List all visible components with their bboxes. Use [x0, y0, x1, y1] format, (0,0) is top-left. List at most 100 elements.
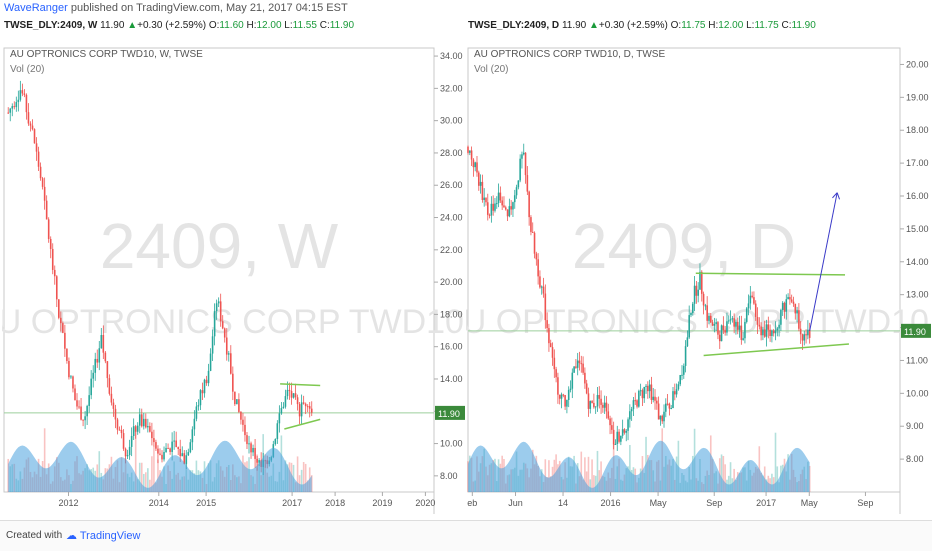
candle-body	[169, 448, 171, 452]
candle-body	[70, 376, 72, 378]
candle-body	[611, 425, 613, 430]
candle-body	[195, 406, 198, 419]
candle-body	[142, 418, 145, 427]
candle-body	[284, 396, 287, 407]
y-tick-label: 28.00	[440, 148, 463, 158]
candle-body	[612, 429, 615, 445]
y-tick-label: 16.00	[440, 342, 463, 352]
weekly-chart-panel[interactable]: 2409, W AU OPTRONICS CORP TWD10 AU OPTRONI…	[2, 38, 466, 516]
candle-body	[112, 402, 115, 409]
candle-body	[699, 271, 701, 290]
candle-body	[575, 366, 577, 368]
candle-body	[780, 309, 782, 325]
candle-body	[605, 402, 608, 412]
candle-body	[110, 393, 113, 403]
candle-body	[661, 415, 664, 422]
candle-body	[726, 321, 728, 333]
y-tick-label: 15.00	[906, 224, 929, 234]
left-ohlc-header: TWSE_DLY:2409, W 11.90 ▲+0.30 (+2.59%) O…	[4, 20, 355, 31]
candle-body	[292, 393, 295, 398]
candle-body	[248, 443, 250, 445]
volume-bar	[729, 462, 732, 492]
candle-body	[632, 400, 635, 410]
candle-body	[751, 295, 753, 298]
candle-body	[126, 455, 129, 457]
candle-body	[132, 426, 135, 436]
candle-body	[62, 323, 64, 333]
volume-bar	[593, 475, 595, 492]
candle-body	[675, 389, 678, 395]
candle-body	[128, 446, 131, 456]
candle-body	[638, 390, 640, 407]
right-symbol[interactable]: TWSE_DLY:2409, D	[468, 20, 560, 31]
volume-bar	[591, 459, 593, 492]
candle-body	[515, 187, 518, 196]
y-tick-label: 30.00	[440, 116, 463, 126]
candle-body	[503, 205, 505, 208]
candle-body	[682, 365, 685, 375]
candle-body	[589, 401, 592, 409]
candle-body	[136, 425, 139, 432]
candle-body	[621, 429, 624, 436]
candle-body	[715, 322, 717, 325]
candle-body	[106, 361, 109, 379]
volume-bar	[585, 471, 588, 492]
volume-bar	[720, 454, 723, 492]
candle-body	[792, 301, 795, 304]
candle-body	[526, 175, 529, 192]
candle-body	[104, 352, 107, 362]
candle-body	[711, 322, 714, 326]
candle-body	[522, 152, 525, 155]
footer-bar: Created with ☁ TradingView	[0, 520, 932, 551]
up-arrow-icon: ▲	[589, 20, 599, 31]
candle-body	[807, 329, 809, 336]
candle-body	[571, 372, 574, 389]
candle-body	[668, 403, 671, 409]
candle-body	[155, 442, 157, 449]
candle-body	[641, 390, 644, 399]
candle-body	[138, 414, 141, 426]
candle-body	[677, 384, 680, 390]
daily-chart-panel[interactable]: 2409, D AU OPTRONICS CORP TWD10 AU OPTRONI…	[466, 38, 932, 516]
candle-body	[92, 372, 95, 379]
y-tick-label: 20.00	[906, 59, 929, 69]
x-tick-label: 2019	[372, 498, 392, 508]
candle-body	[477, 172, 480, 186]
volume-bar	[774, 432, 777, 492]
plot-frame	[467, 47, 901, 493]
candle-body	[53, 269, 56, 277]
candle-body	[177, 447, 179, 449]
candle-body	[700, 271, 703, 294]
candle-body	[100, 334, 103, 349]
candle-body	[217, 301, 220, 304]
candle-body	[731, 318, 734, 320]
candle-body	[593, 402, 595, 408]
x-tick-label: 2014	[149, 498, 169, 508]
candle-body	[492, 203, 494, 211]
candle-body	[296, 397, 299, 405]
volume-bar	[296, 456, 299, 492]
candle-body	[481, 181, 484, 201]
volume-bar	[724, 464, 726, 492]
candle-body	[494, 203, 496, 211]
candle-body	[11, 106, 14, 109]
candle-body	[557, 377, 559, 395]
candle-body	[567, 389, 570, 400]
candle-body	[151, 431, 153, 439]
author-link[interactable]: WaveRanger	[4, 2, 68, 14]
volume-bar	[43, 428, 46, 492]
left-symbol[interactable]: TWSE_DLY:2409, W	[4, 20, 98, 31]
projection-arrow-line	[809, 192, 838, 331]
candle-body	[537, 259, 539, 277]
candle-body	[794, 303, 797, 314]
candle-body	[674, 391, 676, 395]
x-tick-label: 2016	[601, 498, 621, 508]
candle-body	[781, 302, 784, 310]
candle-body	[533, 232, 536, 254]
candle-body	[778, 324, 780, 329]
volume-bar	[629, 444, 631, 492]
candle-body	[690, 312, 692, 316]
candle-body	[199, 390, 202, 406]
candle-body	[497, 192, 500, 204]
tradingview-logo[interactable]: ☁ TradingView	[66, 529, 140, 542]
